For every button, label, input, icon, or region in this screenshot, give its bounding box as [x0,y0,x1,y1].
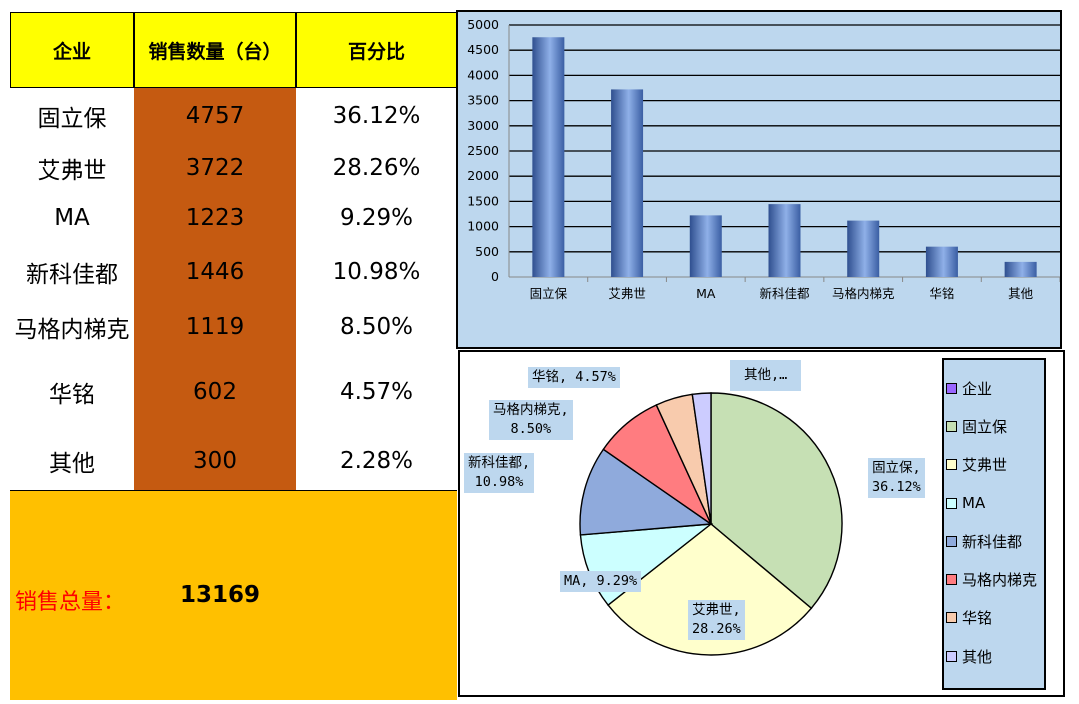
quantity-cell: 4757 [185,103,245,129]
total-label: 销售总量： [15,590,126,615]
percent-cell: 10.98% [332,259,421,285]
pie-chart-svg [579,392,843,656]
percent-cell: 8.50% [339,314,414,340]
bar-chart-svg: 0 500 1000 1500 2000 2500 3000 3500 4000 4500 5000… [467,17,1060,301]
bar [532,37,565,278]
header-percent: 百分比 [296,12,457,88]
pie-slice [607,523,813,656]
x-tick-label: 新科佳都 [759,286,810,301]
percent-cell: 36.12% [332,103,421,129]
quantity-cell: 602 [193,379,237,405]
bar [689,215,722,277]
sales-table: 企业 销售数量（台） 百分比 固立保 艾弗世 MA 新科佳都 马格内梯克 华铭 … [10,12,457,700]
legend-item: 其他 [946,646,992,666]
percent-cell: 9.29% [339,205,414,231]
y-tick-label: 5000 [467,17,499,32]
legend-item: MA [946,493,985,513]
pie-label-huaming: 华铭, 4.57% [528,367,620,388]
y-tick-label: 4000 [467,67,499,82]
pie-chart: 固立保, 36.12% 艾弗世, 28.26% MA, 9.29% 新科佳都, … [458,350,1065,697]
legend-swatch [946,420,957,432]
y-tick-label: 3500 [467,93,499,108]
quantity-cell: 3722 [185,155,245,181]
quantity-cell: 1223 [185,205,245,231]
company-cell: 马格内梯克 [14,317,130,343]
x-tick-label: 艾弗世 [608,286,646,301]
y-tick-label: 500 [475,244,499,259]
header-company: 企业 [10,12,134,88]
legend-swatch [946,458,957,470]
total-value: 13169 [180,582,261,608]
x-tick-label: 马格内梯克 [832,286,895,301]
company-column: 固立保 艾弗世 MA 新科佳都 马格内梯克 华铭 其他 [10,88,134,490]
legend-swatch [946,535,957,547]
percent-cell: 2.28% [339,448,414,474]
company-cell: 新科佳都 [26,262,118,288]
pie-slice [579,448,713,536]
company-cell: 固立保 [37,106,107,132]
bar [925,246,958,277]
legend-swatch [946,573,957,585]
y-tick-label: 3000 [467,118,499,133]
pie-slice [691,392,712,525]
bar [847,220,880,277]
legend-swatch [946,382,957,394]
pie-label-guli: 固立保, 36.12% [868,458,925,498]
quantity-cell: 1119 [185,314,245,340]
legend-item: 企业 [946,378,992,398]
pie-label-aifushi: 艾弗世, 28.26% [688,600,745,640]
pie-slice [710,392,843,610]
company-cell: 其他 [49,451,95,477]
legend-swatch [946,497,957,509]
legend-item: 新科佳都 [946,531,1022,551]
legend-swatch [946,611,957,623]
legend-item: 艾弗世 [946,454,1007,474]
legend-item: 马格内梯克 [946,569,1037,589]
pie-label-ma: MA, 9.29% [560,571,642,592]
header-quantity: 销售数量（台） [134,12,296,88]
bar [768,204,801,277]
percent-cell: 28.26% [332,155,421,181]
percent-cell: 4.57% [339,379,414,405]
company-cell: 艾弗世 [37,158,107,184]
legend-item: 固立保 [946,416,1007,436]
pie-legend: 企业 固立保 艾弗世 MA 新科佳都 马格内梯克 华铭 其他 [942,358,1046,690]
y-tick-label: 2500 [467,143,499,158]
y-tick-label: 4500 [467,42,499,57]
y-tick-label: 1500 [467,193,499,208]
x-tick-label: 其他 [1008,286,1034,301]
pie-label-other: 其他,… [730,360,802,391]
legend-item: 华铭 [946,607,992,627]
pie-label-mage: 马格内梯克, 8.50% [489,400,573,440]
bar-chart: 0 500 1000 1500 2000 2500 3000 3500 4000 4500 5000… [456,10,1062,349]
bar [1004,261,1037,277]
quantity-cell: 1446 [185,259,245,285]
bar [611,89,644,278]
x-tick-label: MA [696,286,716,301]
x-tick-label: 固立保 [530,286,568,301]
percent-column: 36.12% 28.26% 9.29% 10.98% 8.50% 4.57% 2… [296,88,457,490]
legend-swatch [946,650,957,662]
quantity-column: 4757 3722 1223 1446 1119 602 300 [134,88,296,490]
company-cell: MA [54,205,90,231]
pie-label-xinke: 新科佳都, 10.98% [464,453,535,493]
quantity-cell: 300 [193,448,237,474]
y-tick-label: 0 [491,269,499,284]
y-tick-label: 2000 [467,168,499,183]
company-cell: 华铭 [49,382,95,408]
x-tick-label: 华铭 [929,286,954,301]
y-tick-label: 1000 [467,219,499,234]
total-box [10,490,457,700]
